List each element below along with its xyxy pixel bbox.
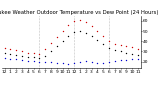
Title: Milwaukee Weather Outdoor Temperature vs Dew Point (24 Hours): Milwaukee Weather Outdoor Temperature vs… [0, 10, 159, 15]
